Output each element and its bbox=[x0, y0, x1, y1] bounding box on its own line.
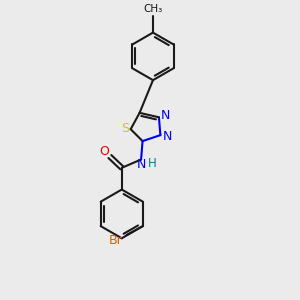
Text: S: S bbox=[121, 122, 129, 135]
Text: N: N bbox=[162, 130, 172, 142]
Text: CH₃: CH₃ bbox=[143, 4, 163, 14]
Text: Br: Br bbox=[109, 234, 122, 247]
Text: N: N bbox=[161, 109, 170, 122]
Text: O: O bbox=[100, 145, 110, 158]
Text: N: N bbox=[137, 158, 146, 171]
Text: H: H bbox=[148, 157, 157, 169]
